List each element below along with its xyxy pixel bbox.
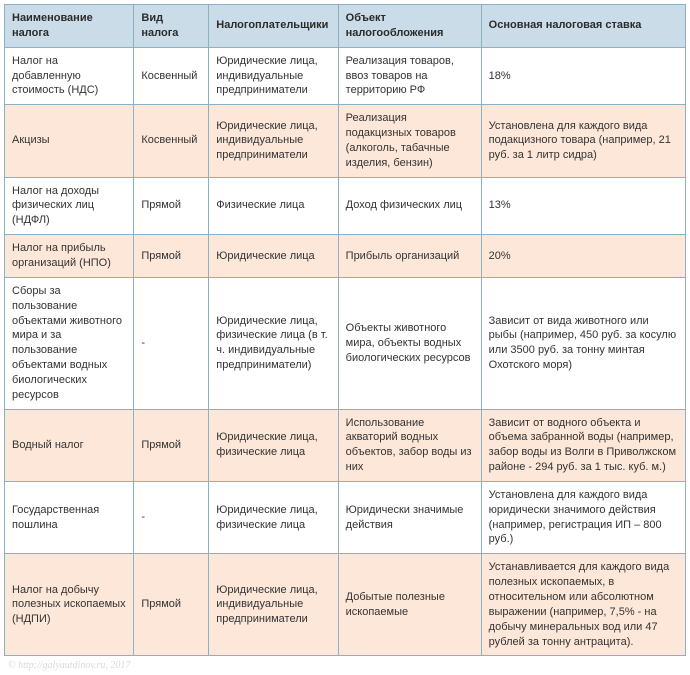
table-cell: Использование акваторий водных объектов,… [338, 409, 481, 481]
table-cell: - [134, 481, 209, 553]
table-row: Государственная пошлина-Юридические лица… [5, 481, 686, 553]
footer-credit: © http://galyautdinov.ru, 2017 [4, 656, 686, 671]
table-body: Налог на добавленную стоимость (НДС)Косв… [5, 47, 686, 656]
table-cell: Доход физических лиц [338, 177, 481, 235]
table-cell: Налог на добавленную стоимость (НДС) [5, 47, 134, 105]
table-row: Налог на доходы физических лиц (НДФЛ)Пря… [5, 177, 686, 235]
table-row: Водный налогПрямойЮридические лица, физи… [5, 409, 686, 481]
table-cell: Прямой [134, 177, 209, 235]
table-cell: Добытые полезные ископаемые [338, 554, 481, 656]
table-cell: Прямой [134, 235, 209, 278]
table-cell: Прибыль организаций [338, 235, 481, 278]
table-row: Налог на прибыль организаций (НПО)Прямой… [5, 235, 686, 278]
table-cell: Зависит от водного объекта и объема забр… [481, 409, 685, 481]
table-cell: - [134, 277, 209, 409]
table-cell: Реализация подакцизных товаров (алкоголь… [338, 105, 481, 177]
header-cell-3: Объект налогообложения [338, 5, 481, 48]
tax-table: Наименование налога Вид налога Налогопла… [4, 4, 686, 656]
table-cell: Установлена для каждого вида подакцизног… [481, 105, 685, 177]
table-cell: 13% [481, 177, 685, 235]
table-cell: Налог на добычу полезных ископаемых (НДП… [5, 554, 134, 656]
header-cell-1: Вид налога [134, 5, 209, 48]
table-row: АкцизыКосвенныйЮридические лица, индивид… [5, 105, 686, 177]
table-cell: Юридические лица [209, 235, 338, 278]
table-cell: Прямой [134, 409, 209, 481]
table-cell: Государственная пошлина [5, 481, 134, 553]
header-cell-2: Налогоплательщики [209, 5, 338, 48]
header-cell-4: Основная налоговая ставка [481, 5, 685, 48]
table-cell: Юридические лица, индивидуальные предпри… [209, 554, 338, 656]
table-cell: 18% [481, 47, 685, 105]
table-row: Налог на добавленную стоимость (НДС)Косв… [5, 47, 686, 105]
table-cell: Объекты животного мира, объекты водных б… [338, 277, 481, 409]
table-cell: Косвенный [134, 105, 209, 177]
table-cell: Акцизы [5, 105, 134, 177]
table-cell: Юридические лица, индивидуальные предпри… [209, 47, 338, 105]
table-cell: Косвенный [134, 47, 209, 105]
table-cell: Налог на прибыль организаций (НПО) [5, 235, 134, 278]
table-cell: Зависит от вида животного или рыбы (напр… [481, 277, 685, 409]
table-row: Налог на добычу полезных ископаемых (НДП… [5, 554, 686, 656]
table-cell: Физические лица [209, 177, 338, 235]
table-cell: Юридические лица, физические лица [209, 481, 338, 553]
table-cell: Установлена для каждого вида юридически … [481, 481, 685, 553]
table-cell: Сборы за пользование объектами животного… [5, 277, 134, 409]
table-row: Сборы за пользование объектами животного… [5, 277, 686, 409]
table-cell: Реализация товаров, ввоз товаров на терр… [338, 47, 481, 105]
table-cell: Юридические лица, индивидуальные предпри… [209, 105, 338, 177]
table-cell: Юридические лица, физические лица [209, 409, 338, 481]
header-cell-0: Наименование налога [5, 5, 134, 48]
header-row: Наименование налога Вид налога Налогопла… [5, 5, 686, 48]
table-cell: Водный налог [5, 409, 134, 481]
table-cell: Прямой [134, 554, 209, 656]
table-cell: Юридические лица, физические лица (в т. … [209, 277, 338, 409]
table-cell: Юридически значимые действия [338, 481, 481, 553]
table-cell: Устанавливается для каждого вида полезны… [481, 554, 685, 656]
table-cell: 20% [481, 235, 685, 278]
table-cell: Налог на доходы физических лиц (НДФЛ) [5, 177, 134, 235]
